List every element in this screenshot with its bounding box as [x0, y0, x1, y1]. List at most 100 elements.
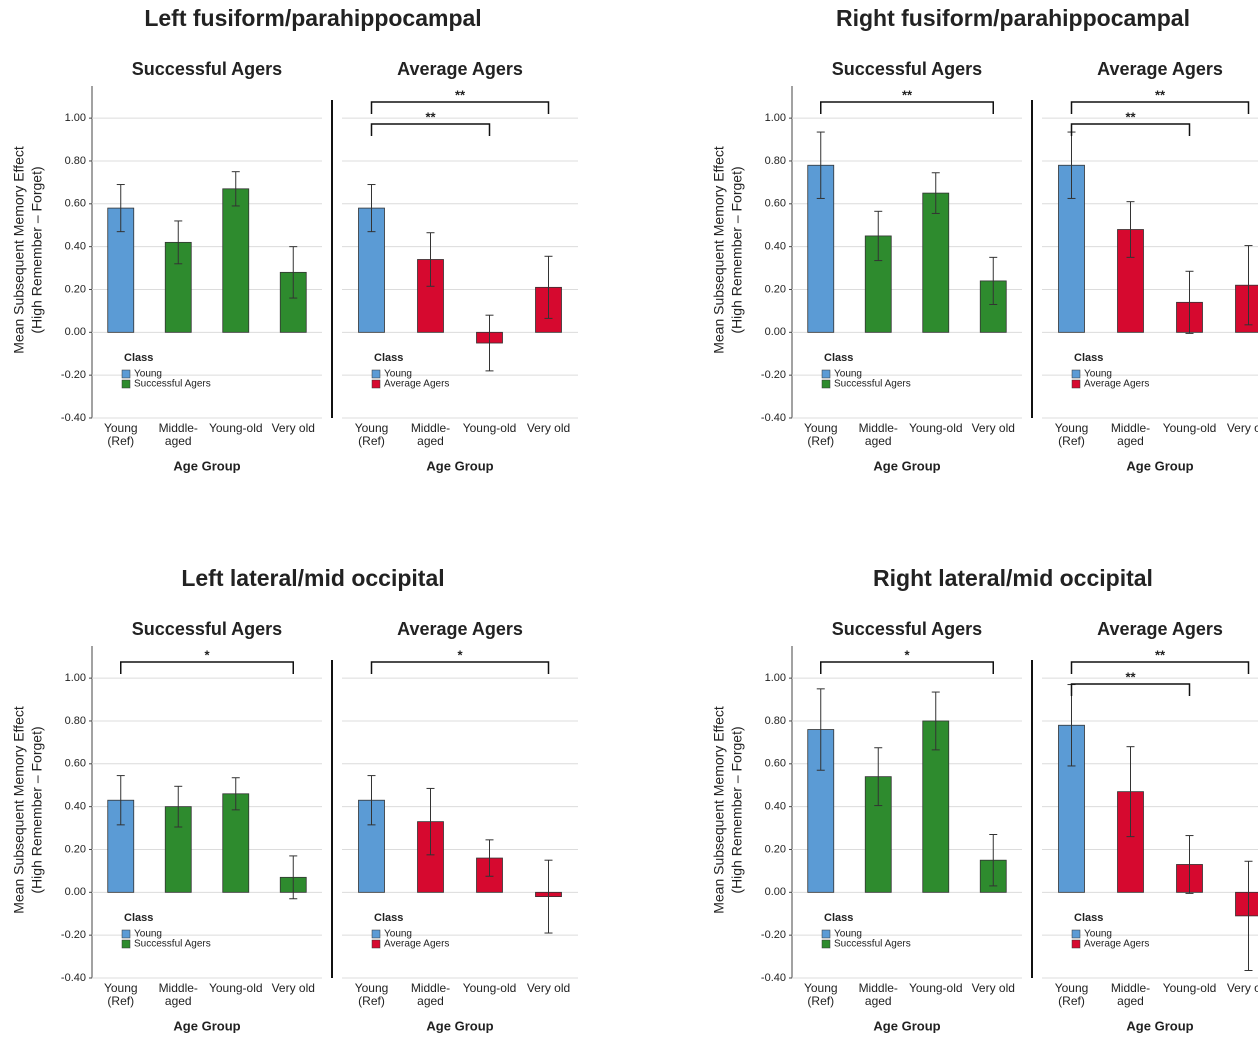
legend-title: Class — [124, 352, 153, 364]
x-tick-label: Young (Ref) — [354, 421, 389, 448]
x-tick-label: Middle-aged — [1110, 421, 1151, 448]
legend-swatch — [371, 369, 381, 379]
y-tick-label: -0.40 — [61, 972, 86, 984]
error-bar — [289, 855, 298, 900]
x-axis-label: Age Group — [873, 458, 940, 473]
error-bar — [174, 785, 183, 828]
x-tick-label: Young-old — [908, 421, 963, 435]
significance-bracket — [820, 101, 994, 114]
x-tick-label: Young-old — [908, 981, 963, 995]
error-bar — [874, 747, 883, 807]
x-tick-label: Young (Ref) — [803, 981, 838, 1008]
panel-subtitle: Successful Agers — [132, 619, 282, 639]
legend-label: Young — [834, 369, 862, 380]
x-tick-label: Middle-aged — [158, 421, 198, 448]
x-tick-label: Very old — [1226, 981, 1258, 995]
x-axis-label: Age Group — [426, 1018, 493, 1033]
y-axis-label: Mean Subsequent Memory Effect — [11, 706, 27, 914]
bar — [922, 192, 950, 333]
x-tick-label: Very old — [271, 981, 315, 995]
y-tick-label: 0.00 — [65, 326, 86, 338]
error-bar — [426, 787, 435, 856]
error-bar — [816, 131, 825, 199]
x-tick-label: Young-old — [462, 421, 517, 435]
y-tick-label: 0.60 — [765, 198, 786, 210]
x-tick-label: Young (Ref) — [354, 981, 389, 1008]
y-tick-label: 0.00 — [765, 886, 786, 898]
y-tick-label: 0.40 — [65, 241, 86, 253]
error-bar — [816, 688, 825, 771]
error-bar — [544, 255, 553, 319]
legend-label: Young — [384, 369, 412, 380]
legend-swatch — [371, 929, 381, 939]
legend-swatch — [821, 369, 831, 379]
error-bar — [174, 220, 183, 265]
y-axis-label: Mean Subsequent Memory Effect — [711, 706, 727, 914]
legend-swatch — [121, 929, 131, 939]
error-bar — [1185, 835, 1194, 894]
x-tick-label: Young-old — [1162, 981, 1217, 995]
legend-title: Class — [124, 912, 153, 924]
significance-label: ** — [1155, 87, 1166, 102]
bar — [222, 188, 250, 333]
y-tick-label: -0.40 — [761, 972, 786, 984]
y-tick-label: 0.80 — [765, 715, 786, 727]
y-tick-label: 0.60 — [65, 758, 86, 770]
panel-subtitle: Successful Agers — [832, 59, 982, 79]
legend-label: Young — [1084, 929, 1112, 940]
significance-label: * — [904, 647, 910, 662]
x-tick-label: Young (Ref) — [1054, 981, 1089, 1008]
legend-label: Average Agers — [1084, 939, 1149, 950]
error-bar — [289, 246, 298, 299]
error-bar — [367, 775, 376, 826]
legend-label: Average Agers — [384, 379, 449, 390]
legend-title: Class — [1074, 352, 1103, 364]
error-bar — [1244, 245, 1253, 326]
legend-swatch — [1071, 939, 1081, 949]
y-tick-label: 0.60 — [765, 758, 786, 770]
y-axis-label: Mean Subsequent Memory Effect — [11, 146, 27, 354]
panel-subtitle: Average Agers — [1097, 59, 1223, 79]
legend-label: Average Agers — [384, 939, 449, 950]
panel-subtitle: Successful Agers — [832, 619, 982, 639]
panel-subtitle: Average Agers — [1097, 619, 1223, 639]
x-tick-label: Middle-aged — [858, 981, 898, 1008]
y-tick-label: -0.20 — [761, 369, 786, 381]
bar — [1235, 891, 1258, 917]
error-bar — [989, 833, 998, 887]
significance-label: ** — [425, 109, 436, 124]
x-tick-label: Very old — [1226, 421, 1258, 435]
error-bar — [231, 171, 240, 207]
y-tick-label: 0.20 — [65, 283, 86, 295]
error-bar — [367, 184, 376, 233]
x-tick-label: Young (Ref) — [1054, 421, 1089, 448]
y-tick-label: -0.20 — [761, 929, 786, 941]
error-bar — [874, 210, 883, 262]
legend-title: Class — [824, 352, 853, 364]
y-tick-label: 1.00 — [65, 112, 86, 124]
y-tick-label: 0.20 — [765, 843, 786, 855]
legend-label: Successful Agers — [834, 939, 911, 950]
panel-subtitle: Average Agers — [397, 59, 523, 79]
legend-label: Successful Agers — [834, 379, 911, 390]
y-tick-label: 0.80 — [65, 715, 86, 727]
legend-label: Successful Agers — [134, 379, 211, 390]
chart-title: Left lateral/mid occipital — [181, 565, 444, 591]
legend-swatch — [1071, 369, 1081, 379]
significance-bracket — [1070, 683, 1191, 696]
error-bar — [931, 691, 940, 751]
error-bar — [116, 775, 125, 826]
error-bar — [1126, 201, 1135, 258]
y-axis-label: (High Remember – Forget) — [729, 166, 745, 333]
significance-bracket — [120, 661, 294, 674]
legend-swatch — [371, 379, 381, 389]
significance-bracket — [1070, 101, 1250, 114]
significance-bracket — [370, 123, 491, 136]
y-tick-label: 0.20 — [65, 843, 86, 855]
legend-swatch — [121, 379, 131, 389]
significance-label: ** — [1125, 109, 1136, 124]
error-bar — [1126, 746, 1135, 838]
legend-label: Young — [134, 369, 162, 380]
y-tick-label: 0.20 — [765, 283, 786, 295]
legend-swatch — [371, 939, 381, 949]
